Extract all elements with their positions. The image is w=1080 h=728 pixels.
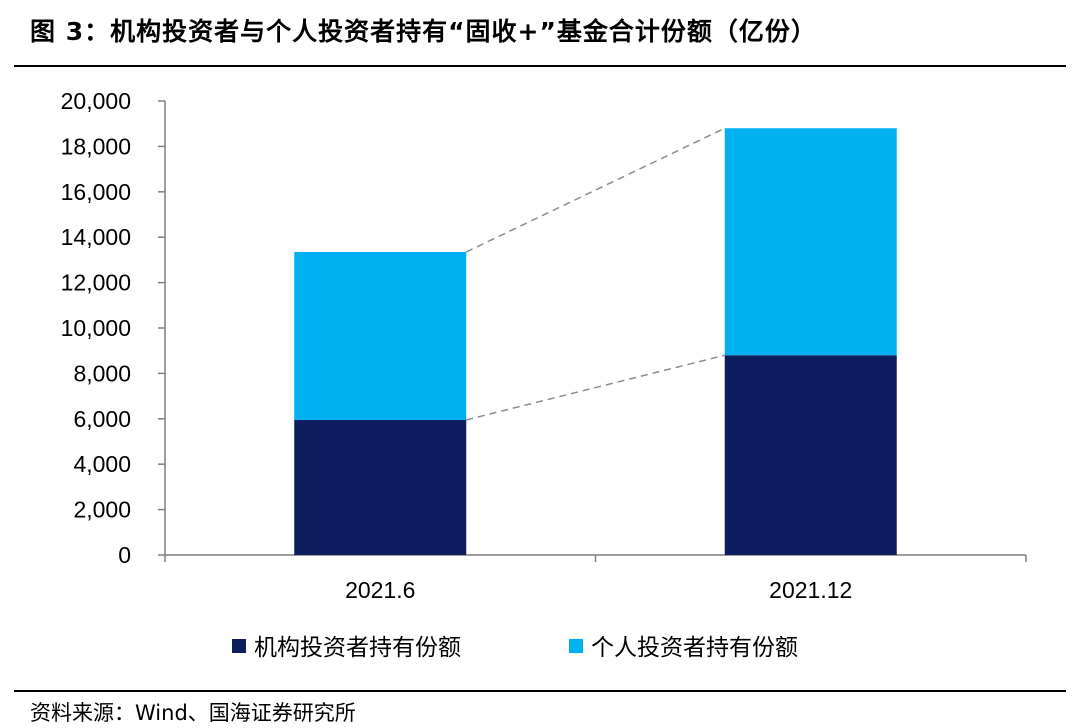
y-tick-label: 20,000 (61, 88, 131, 114)
top-rule (14, 65, 1066, 67)
y-tick-label: 0 (118, 542, 131, 568)
y-tick-label: 8,000 (73, 360, 131, 386)
y-tick-label: 10,000 (61, 315, 131, 341)
y-tick-label: 18,000 (61, 133, 131, 159)
y-tick-label: 2,000 (73, 497, 131, 523)
x-tick-label: 2021.12 (769, 577, 852, 603)
legend-label-individual: 个人投资者持有份额 (591, 635, 798, 661)
legend-label-institutional: 机构投资者持有份额 (254, 635, 461, 661)
connector-line-series-0 (466, 354, 725, 421)
y-tick-label: 12,000 (61, 270, 131, 296)
legend-swatch-individual (569, 639, 583, 653)
stacked-bar-chart: 0 2,000 4,000 6,000 8,000 10,000 12,000 14,000 1… (61, 88, 1027, 661)
bar-segment-institutional-2021.12 (724, 355, 897, 555)
y-tick-label: 6,000 (73, 406, 131, 432)
chart-title: 图 3：机构投资者与个人投资者持有“固收+”基金合计份额（亿份） (30, 17, 817, 46)
connector-line-series-1 (465, 127, 726, 253)
y-tick-label: 16,000 (61, 179, 131, 205)
bar-segment-individual-2021.6 (294, 251, 467, 420)
bar-segment-institutional-2021.6 (294, 419, 467, 555)
y-tick-label: 4,000 (73, 451, 131, 477)
y-tick-label: 14,000 (61, 224, 131, 250)
source-note: 资料来源：Wind、国海证券研究所 (30, 701, 356, 725)
bottom-rule (14, 690, 1066, 692)
x-tick-label: 2021.6 (345, 577, 415, 603)
bar-segment-individual-2021.12 (724, 128, 897, 356)
legend-swatch-institutional (232, 639, 246, 653)
